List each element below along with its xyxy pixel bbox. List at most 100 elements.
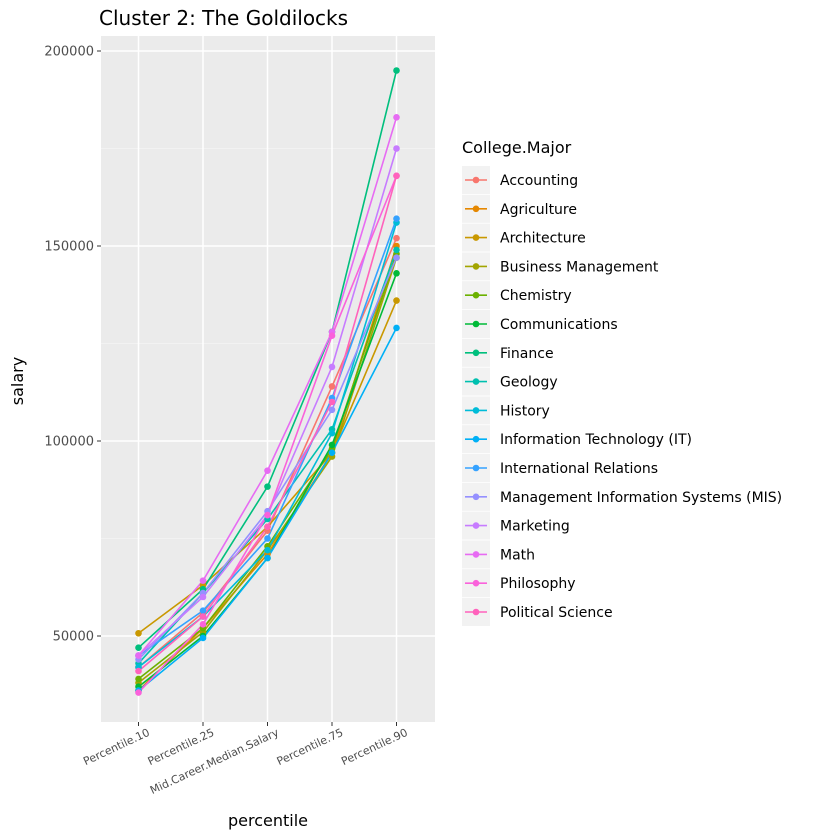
legend-key-point (472, 522, 480, 529)
x-axis-title: percentile (228, 811, 308, 830)
legend: College.Major Accounting Agriculture Archi… (462, 138, 782, 626)
data-point (199, 621, 207, 628)
legend-item: Information Technology (IT) (462, 425, 692, 454)
legend-item: Philosophy (462, 569, 576, 598)
x-tick-label: Percentile.75 (275, 726, 346, 768)
data-point (328, 406, 336, 414)
data-point (199, 577, 207, 584)
y-tick-label: 100000 (44, 435, 94, 450)
y-tick-label: 50000 (53, 630, 94, 645)
legend-key-point (472, 176, 480, 184)
data-point (393, 145, 400, 152)
legend-item: Math (462, 540, 535, 569)
legend-item: Agriculture (462, 194, 577, 223)
y-axis-title: salary (8, 357, 27, 405)
legend-label: Accounting (500, 173, 578, 189)
legend-key-point (472, 205, 480, 213)
data-point (393, 270, 400, 277)
legend-label: Finance (500, 346, 554, 362)
legend-key-point (472, 464, 480, 472)
legend-item: Chemistry (462, 281, 572, 310)
legend-item: Marketing (462, 511, 570, 540)
legend-item: Accounting (462, 166, 578, 194)
legend-item: Business Management (462, 252, 659, 281)
legend-key-point (472, 320, 480, 328)
data-point (135, 644, 142, 651)
legend-item: Geology (462, 367, 558, 396)
legend-label: Geology (500, 375, 558, 391)
legend-key-point (472, 579, 480, 587)
legend-key-point (472, 234, 480, 241)
legend-label: Business Management (500, 259, 659, 275)
data-point (135, 689, 142, 696)
legend-key-point (472, 263, 480, 270)
legend-key-point (472, 349, 480, 357)
data-point (393, 234, 400, 242)
legend-key-point (472, 291, 480, 299)
legend-key-point (472, 551, 480, 558)
data-point (393, 114, 400, 121)
legend-title: College.Major (462, 138, 572, 157)
data-point (264, 511, 271, 519)
data-point (135, 667, 142, 675)
data-point (264, 546, 271, 554)
x-tick-label: Percentile.90 (339, 726, 410, 768)
data-point (393, 297, 400, 304)
data-point (264, 554, 271, 562)
data-point (135, 675, 142, 683)
data-point (328, 363, 336, 371)
legend-label: Marketing (500, 519, 570, 535)
data-point (199, 634, 207, 642)
series-points (135, 67, 400, 696)
legend-key-point (472, 407, 480, 414)
data-point (393, 246, 400, 254)
legend-label: Communications (500, 317, 618, 333)
y-axis: 50000 100000 150000 200000 (44, 45, 101, 645)
legend-label: International Relations (500, 461, 658, 477)
data-point (135, 652, 142, 659)
data-point (393, 254, 400, 261)
data-point (199, 607, 207, 614)
data-point (199, 593, 207, 601)
legend-label: Math (500, 547, 535, 563)
y-tick-label: 150000 (44, 240, 94, 255)
data-point (328, 332, 336, 340)
legend-key-point (472, 608, 480, 616)
legend-key-point (472, 493, 480, 501)
legend-item: Management Information Systems (MIS) (462, 482, 782, 511)
data-point (328, 429, 336, 437)
data-point (328, 398, 336, 406)
x-tick-label: Percentile.10 (81, 726, 152, 768)
data-point (199, 613, 207, 620)
data-point (393, 172, 400, 180)
data-point (135, 629, 142, 637)
legend-item: Political Science (462, 598, 613, 626)
legend-label: Agriculture (500, 202, 577, 218)
data-point (393, 215, 400, 222)
data-point (264, 535, 271, 542)
legend-key-point (472, 435, 480, 443)
x-axis: Percentile.10Percentile.25Mid.Career.Med… (81, 722, 410, 797)
data-point (393, 67, 400, 74)
legend-item: History (462, 396, 550, 425)
data-point (328, 441, 336, 449)
legend-label: Information Technology (IT) (500, 432, 692, 448)
legend-label: Political Science (500, 605, 613, 621)
data-point (264, 523, 271, 531)
legend-label: Architecture (500, 231, 586, 247)
data-point (328, 383, 336, 390)
legend-item: Architecture (462, 223, 586, 252)
legend-label: Management Information Systems (MIS) (500, 490, 782, 506)
chart-title: Cluster 2: The Goldilocks (99, 6, 348, 30)
data-point (328, 449, 336, 457)
legend-item: Finance (462, 338, 554, 367)
data-point (393, 324, 400, 332)
data-point (264, 467, 271, 474)
major-gridlines (101, 36, 435, 722)
data-point (264, 483, 271, 490)
legend-label: History (500, 403, 550, 419)
y-tick-label: 200000 (44, 45, 94, 60)
legend-label: Chemistry (500, 288, 572, 304)
legend-label: Philosophy (500, 576, 576, 592)
